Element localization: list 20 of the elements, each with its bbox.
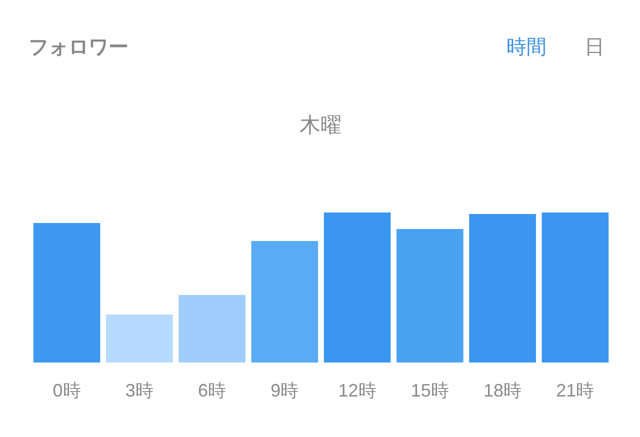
chart-title: フォロワー	[28, 36, 128, 58]
x-tick-label: 3時	[125, 380, 154, 400]
bar	[324, 212, 391, 362]
bar	[396, 229, 464, 362]
x-tick-label: 6時	[198, 380, 226, 400]
text: 日	[584, 36, 604, 58]
x-tick-label: 21時	[556, 380, 594, 400]
chart-subtitle: 木曜	[300, 114, 342, 137]
bar	[33, 223, 100, 362]
x-tick-label: 12時	[338, 380, 376, 400]
x-tick-label: 15時	[410, 380, 449, 400]
x-tick-label: 0時	[52, 380, 81, 400]
x-tick-label: 9時	[270, 380, 299, 400]
bar	[106, 314, 173, 362]
bar	[542, 212, 609, 362]
bar	[251, 241, 318, 362]
text: 時間	[506, 36, 546, 58]
bar	[178, 295, 246, 362]
bar	[469, 214, 536, 362]
x-tick-label: 18時	[484, 380, 522, 400]
